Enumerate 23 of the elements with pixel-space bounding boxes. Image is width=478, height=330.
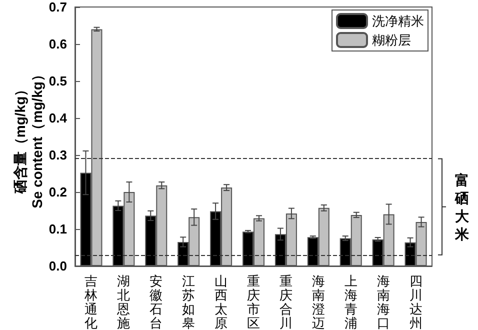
y-tick-label: 0.1 [48, 222, 67, 236]
x-tick-label: 安徽石台 [150, 274, 163, 330]
legend-label: 糊粉层 [372, 32, 411, 48]
x-tick-label: 上海青浦 [344, 274, 358, 330]
y-tick-label: 0.2 [48, 184, 67, 200]
y-tick-label: 0.6 [48, 36, 67, 52]
y-axis-title: 硒含量（mg/kg） Se content（mg/kg） [12, 68, 45, 208]
x-tick-label: 海南海口 [376, 274, 390, 330]
x-tick-label: 湖北恩施 [116, 274, 130, 330]
y-tick-label: 0.7 [48, 0, 67, 14]
legend-label: 洗净精米 [372, 14, 424, 28]
x-tick-label: 海南澄迈 [312, 274, 325, 330]
y-tick-label: 0.4 [48, 110, 68, 126]
y-tick-label: 0.3 [48, 148, 67, 162]
text: 富硒大米 [454, 172, 470, 242]
x-tick-label: 江苏如皋 [182, 274, 196, 330]
x-tick-label: 吉林通化 [84, 274, 98, 330]
x-tick-label: 山西太原 [214, 274, 228, 330]
y-tick-label: 0.5 [48, 74, 67, 88]
x-tick-label: 重庆合川 [279, 274, 292, 330]
x-tick-label: 重庆市区 [247, 274, 260, 330]
y-tick-label: 0.0 [48, 258, 67, 274]
x-tick-label: 四川达州 [409, 274, 422, 330]
